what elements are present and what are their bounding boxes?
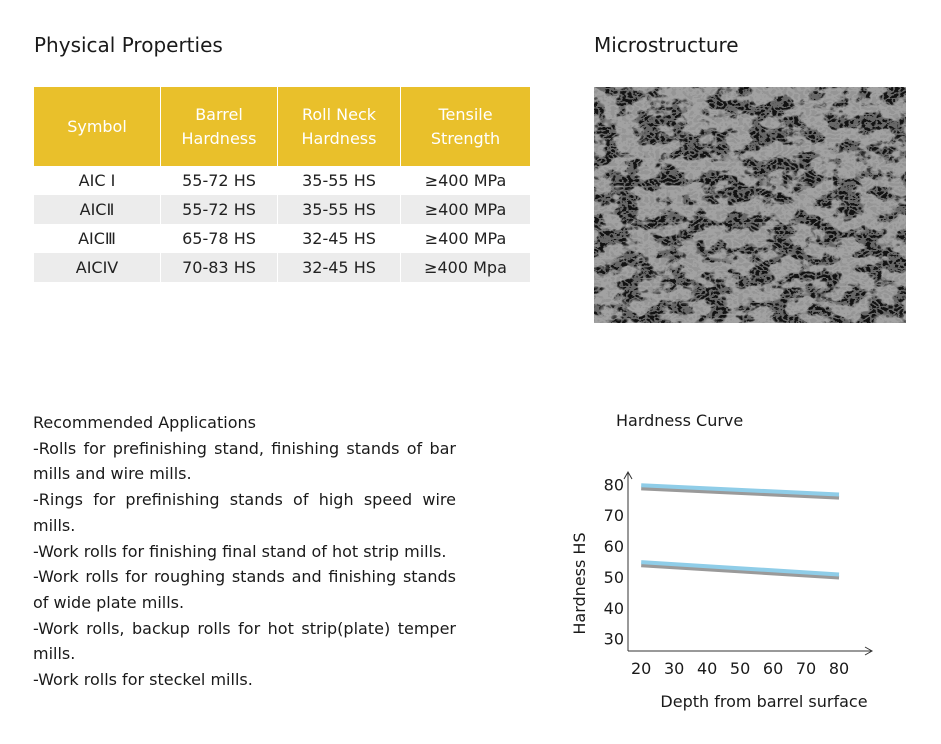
header-roll-neck-hardness-line-2: Hardness xyxy=(301,128,377,148)
y-tick-label: 50 xyxy=(604,568,624,587)
table-row: AIC I 55-72 HS 35-55 HS ≥400 MPa xyxy=(34,166,530,195)
cell-roll-neck-hardness: 32-45 HS xyxy=(277,224,401,253)
hardness-chart-title: Hardness Curve xyxy=(616,411,744,430)
cell-symbol: AIC I xyxy=(34,166,161,195)
physical-properties-title: Physical Properties xyxy=(34,33,223,57)
header-symbol: Symbol xyxy=(34,87,161,166)
series-line-3 xyxy=(641,563,840,580)
cell-barrel-hardness: 70-83 HS xyxy=(160,253,278,282)
x-axis-arrow xyxy=(864,646,874,656)
microstructure-title: Microstructure xyxy=(594,33,739,57)
cell-barrel-hardness: 55-72 HS xyxy=(160,195,278,224)
microstructure-texture xyxy=(594,87,906,323)
cell-symbol: AICⅢ xyxy=(34,224,161,253)
table-row: AICⅡ 55-72 HS 35-55 HS ≥400 MPa xyxy=(34,195,530,224)
applications-heading: Recommended Applications xyxy=(33,413,256,432)
y-tick-label: 40 xyxy=(604,599,624,618)
table-row: AICⅢ 65-78 HS 32-45 HS ≥400 MPa xyxy=(34,224,530,253)
x-tick-label: 80 xyxy=(829,659,849,678)
y-tick-label: 30 xyxy=(604,630,624,649)
header-roll-neck-hardness: Roll Neck Hardness xyxy=(277,87,401,166)
chart-series-group xyxy=(641,483,840,580)
x-tick-label: 30 xyxy=(664,659,684,678)
cell-barrel-hardness: 55-72 HS xyxy=(160,166,278,195)
header-barrel-hardness-line-1: Barrel xyxy=(195,104,243,124)
x-tick-label: 60 xyxy=(763,659,783,678)
cell-roll-neck-hardness: 32-45 HS xyxy=(277,253,401,282)
cell-tensile-strength: ≥400 MPa xyxy=(400,224,530,253)
header-tensile-strength: Tensile Strength xyxy=(400,87,530,166)
cell-tensile-strength: ≥400 MPa xyxy=(400,166,530,195)
cell-tensile-strength: ≥400 MPa xyxy=(400,195,530,224)
header-symbol-line-1: Symbol xyxy=(67,116,127,136)
chart-axes xyxy=(623,470,874,656)
chart-ticks: 30 40 50 60 70 80 20 30 40 50 60 70 80 xyxy=(604,475,850,678)
application-item: -Work rolls for steckel mills. xyxy=(33,670,253,690)
y-tick-label: 80 xyxy=(604,475,624,494)
series-line-4 xyxy=(641,560,840,577)
x-axis-label: Depth from barrel surface xyxy=(660,692,867,711)
header-barrel-hardness: Barrel Hardness xyxy=(160,87,278,166)
x-tick-label: 50 xyxy=(730,659,750,678)
cell-symbol: AICⅡ xyxy=(34,195,161,224)
microstructure-image xyxy=(594,87,906,323)
application-item: -Rings for prefinishing stands of high s… xyxy=(33,490,456,535)
hardness-chart: 30 40 50 60 70 80 20 30 40 50 60 70 80 Depth from ba… xyxy=(570,470,874,711)
recommended-applications: Recommended Applications -Rolls for pref… xyxy=(33,410,456,693)
cell-barrel-hardness: 65-78 HS xyxy=(160,224,278,253)
series-line-2 xyxy=(641,483,840,497)
physical-properties-table: Symbol Barrel Hardness Roll Neck Hardness … xyxy=(34,87,530,282)
cell-tensile-strength: ≥400 Mpa xyxy=(400,253,530,282)
table-row: AICIV 70-83 HS 32-45 HS ≥400 Mpa xyxy=(34,253,530,282)
cell-roll-neck-hardness: 35-55 HS xyxy=(277,195,401,224)
x-tick-label: 40 xyxy=(697,659,717,678)
y-axis-label: Hardness HS xyxy=(570,532,589,634)
y-tick-label: 70 xyxy=(604,506,624,525)
y-tick-label: 60 xyxy=(604,537,624,556)
cell-roll-neck-hardness: 35-55 HS xyxy=(277,166,401,195)
application-item: -Work rolls, backup rolls for hot strip(… xyxy=(33,618,456,664)
cell-symbol: AICIV xyxy=(34,253,161,282)
application-item: -Rolls for prefinishing stand, finishing… xyxy=(33,438,456,484)
header-roll-neck-hardness-line-1: Roll Neck xyxy=(301,104,377,124)
x-tick-label: 70 xyxy=(796,659,816,678)
application-item: -Work rolls for roughing stands and fini… xyxy=(33,567,456,612)
series-line-1 xyxy=(641,486,840,500)
application-item: -Work rolls for finishing final stand of… xyxy=(33,541,447,561)
header-tensile-strength-line-2: Strength xyxy=(430,128,501,148)
table-header-row: Symbol Barrel Hardness Roll Neck Hardness … xyxy=(34,87,530,166)
header-barrel-hardness-line-2: Hardness xyxy=(181,128,257,148)
header-tensile-strength-line-1: Tensile xyxy=(438,104,493,124)
y-axis-arrow xyxy=(623,470,633,480)
x-tick-label: 20 xyxy=(631,659,651,678)
